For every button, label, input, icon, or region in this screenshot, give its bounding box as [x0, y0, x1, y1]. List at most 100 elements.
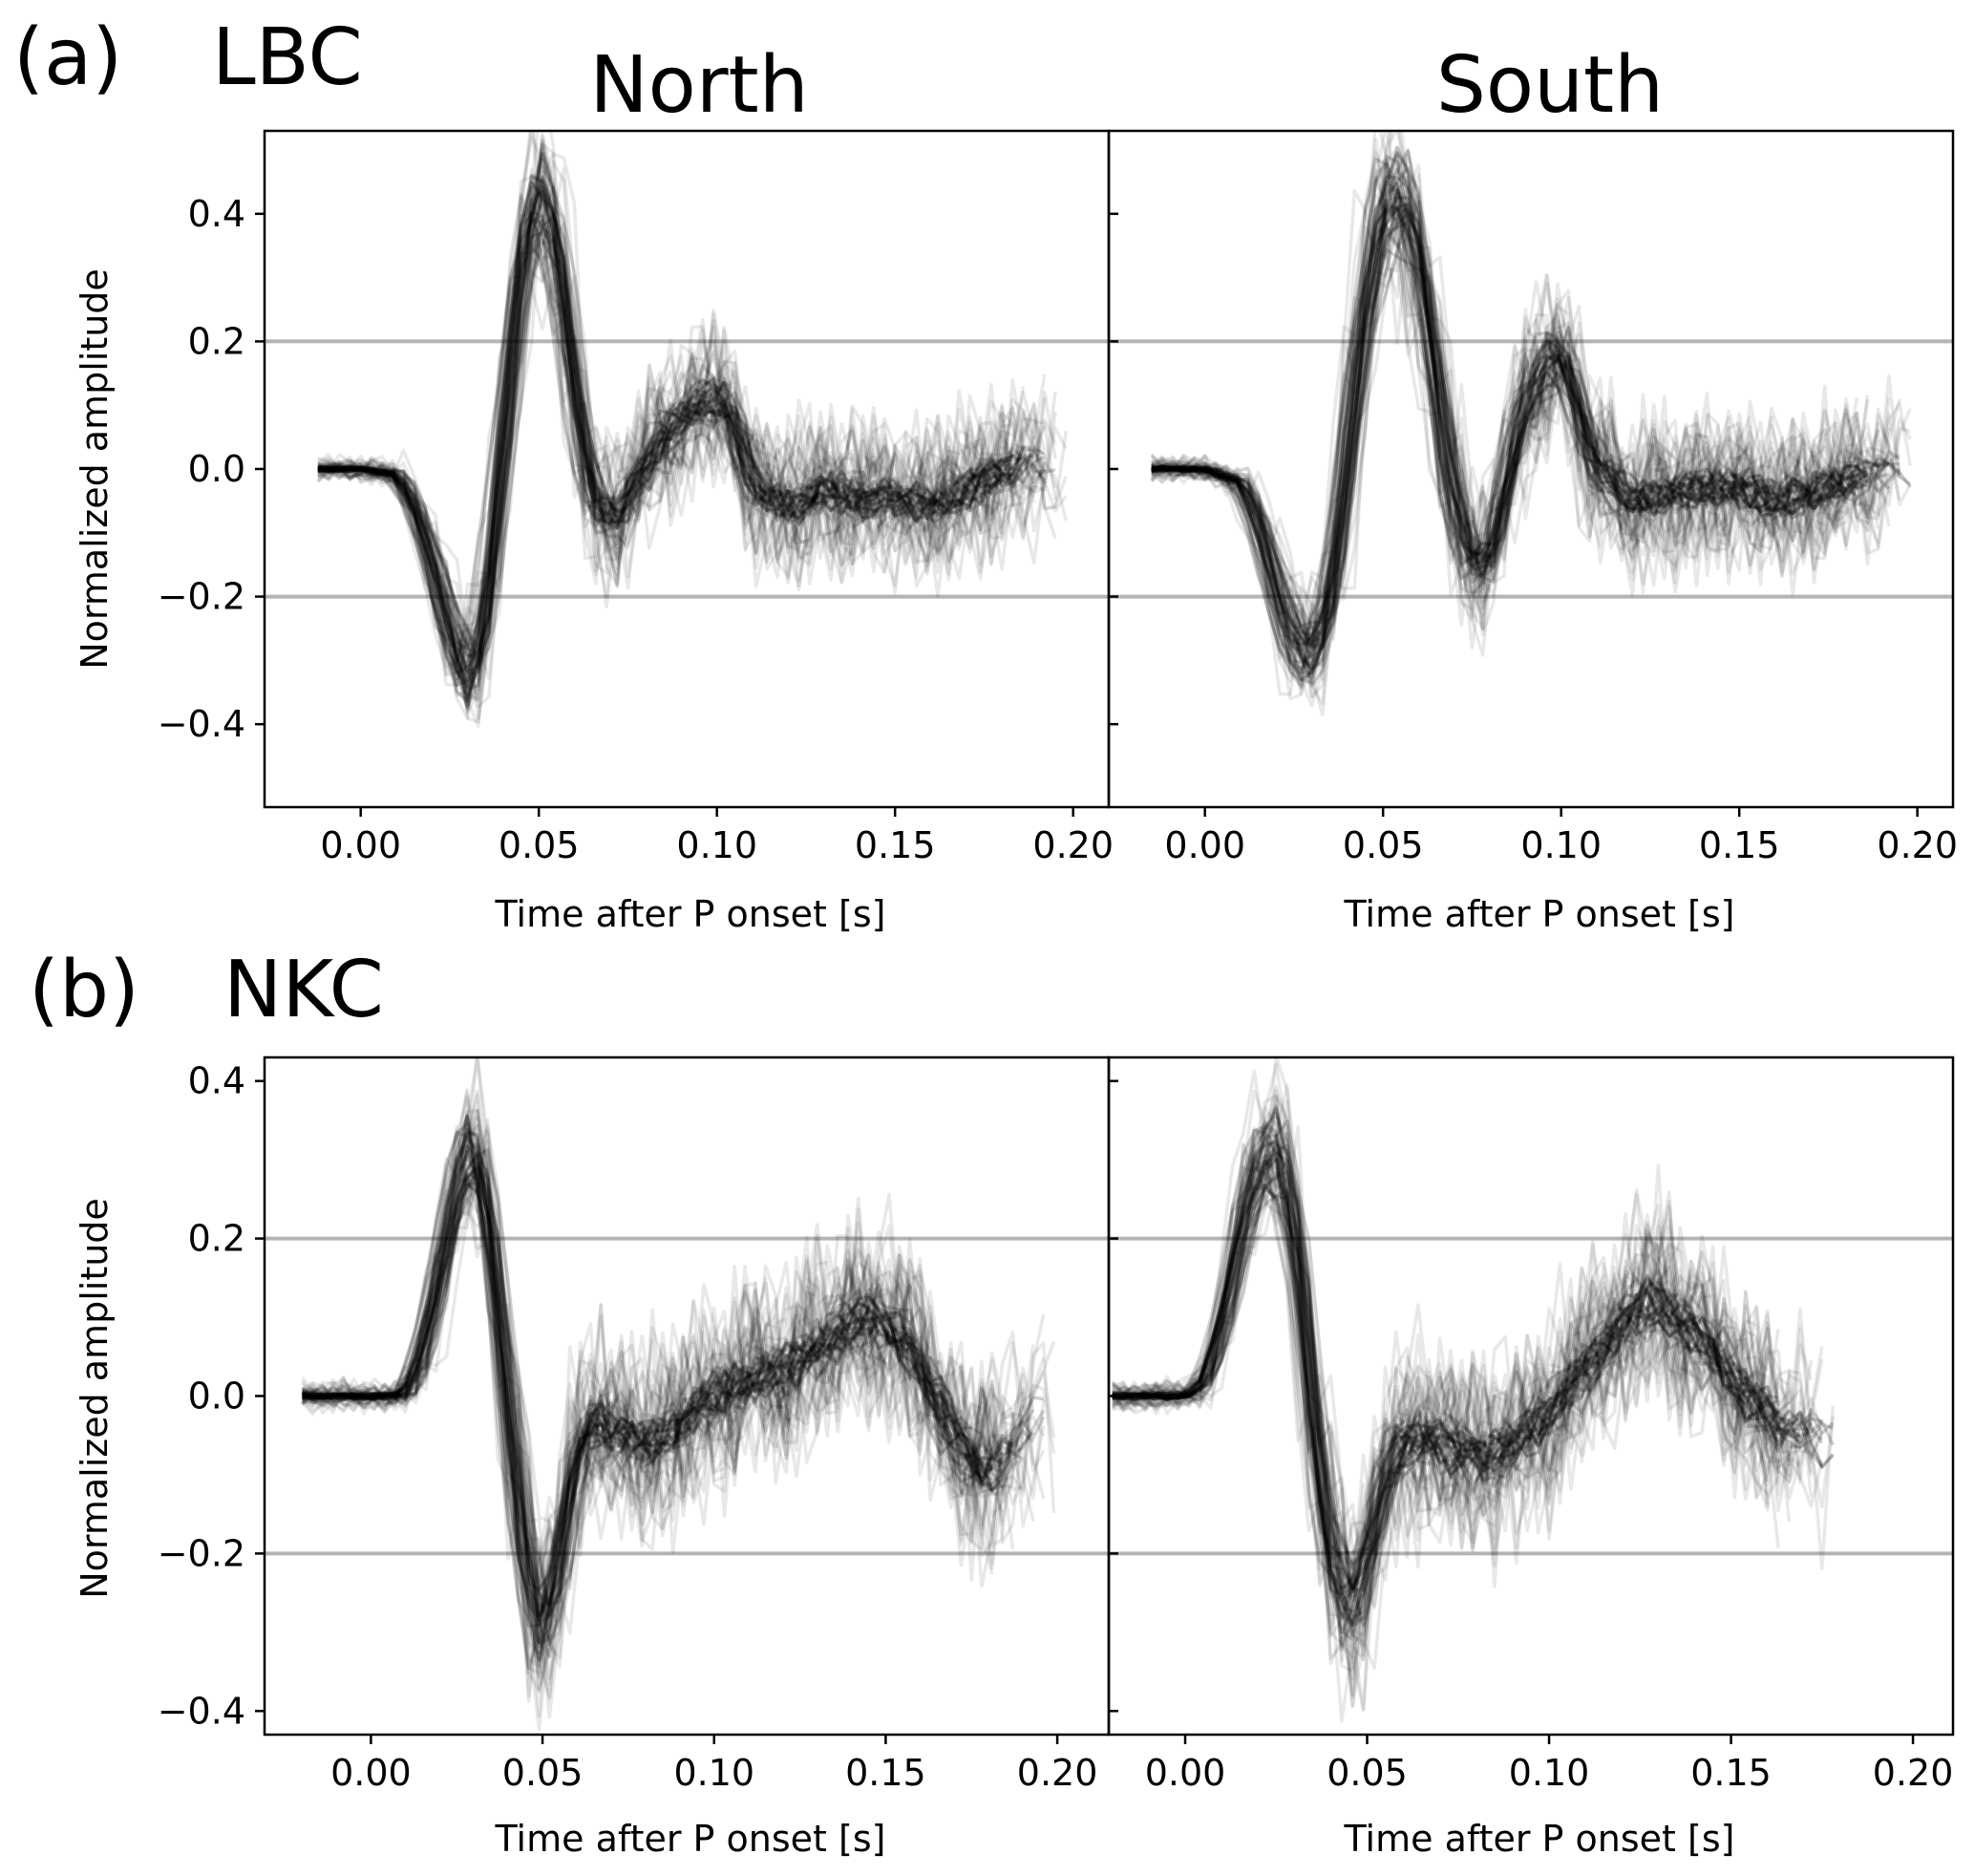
trace-lbc-south-56 — [1150, 173, 1880, 657]
xtick-label-nkc-south-3: 0.15 — [1690, 1752, 1772, 1794]
trace-nkc-south-45 — [1111, 1151, 1814, 1648]
station-label-lbc: LBC — [212, 12, 363, 103]
trace-nkc-north-41 — [302, 1180, 1056, 1635]
trace-nkc-north-68 — [301, 1158, 1046, 1644]
traces-lbc-north — [316, 131, 1068, 728]
trace-nkc-north-43 — [301, 1124, 1056, 1668]
panel-lbc-south: 0.00 0.05 0.10 0.15 0.20 — [1107, 129, 1958, 866]
trace-lbc-north-1 — [317, 178, 1013, 692]
trace-lbc-north-23 — [317, 151, 1004, 690]
trace-lbc-north-62 — [316, 131, 1013, 700]
trace-nkc-south-56 — [1111, 1154, 1792, 1617]
trace-nkc-north-16 — [302, 1167, 1005, 1617]
trace-nkc-south-13 — [1112, 1147, 1813, 1616]
trace-nkc-north-60 — [301, 1057, 1025, 1655]
trace-lbc-south-32 — [1150, 175, 1912, 669]
ytick-label-lbc-north-4: −0.4 — [158, 703, 245, 745]
trace-nkc-south-52 — [1111, 1143, 1770, 1600]
trace-lbc-north-46 — [317, 202, 1003, 681]
trace-lbc-south-39 — [1150, 195, 1901, 668]
trace-lbc-south-16 — [1151, 192, 1891, 650]
trace-nkc-north-23 — [301, 1175, 1025, 1590]
trace-nkc-south-20 — [1112, 1159, 1780, 1586]
trace-lbc-north-9 — [317, 164, 1046, 709]
trace-nkc-south-6 — [1112, 1128, 1813, 1603]
trace-nkc-north-39 — [302, 1124, 1035, 1703]
panel-nkc-north: 0.00 0.05 0.10 0.15 0.20 0.4 0.2 0.0 −0.2 −0.4 — [158, 1055, 1111, 1794]
xtick-label-lbc-north-1: 0.05 — [499, 824, 580, 866]
trace-lbc-north-55 — [317, 193, 1057, 692]
trace-nkc-north-59 — [302, 1142, 1035, 1592]
trace-nkc-south-48 — [1111, 1154, 1780, 1626]
trace-lbc-south-2 — [1151, 148, 1869, 688]
trace-nkc-south-54 — [1112, 1131, 1802, 1660]
trace-nkc-north-29 — [301, 1131, 1046, 1662]
trace-lbc-south-60 — [1151, 154, 1859, 696]
trace-lbc-south-35 — [1150, 175, 1901, 698]
trace-nkc-south-46 — [1111, 1057, 1813, 1671]
trace-lbc-north-63 — [316, 138, 1046, 703]
trace-nkc-south-7 — [1112, 1157, 1835, 1590]
panel-label-b: (b) — [29, 945, 139, 1035]
trace-nkc-south-18 — [1112, 1159, 1802, 1602]
trace-nkc-north-5 — [301, 1175, 1004, 1628]
trace-nkc-north-4 — [301, 1150, 1025, 1608]
trace-lbc-south-20 — [1151, 168, 1869, 680]
trace-lbc-south-26 — [1151, 215, 1868, 638]
trace-lbc-north-52 — [317, 241, 1068, 687]
ytick-label-lbc-north-2: 0.0 — [188, 448, 245, 490]
trace-nkc-south-21 — [1112, 1183, 1780, 1562]
trace-lbc-north-20 — [317, 189, 1026, 689]
trace-lbc-north-57 — [316, 142, 1004, 697]
trace-nkc-north-40 — [301, 1057, 1046, 1719]
xtick-label-nkc-north-4: 0.20 — [1017, 1752, 1098, 1794]
trace-lbc-south-57 — [1150, 131, 1912, 663]
trace-lbc-north-3 — [317, 175, 1035, 698]
ylabel-row-b: Normalized amplitude — [74, 1198, 116, 1599]
trace-nkc-south-28 — [1112, 1185, 1791, 1566]
trace-lbc-south-58 — [1150, 203, 1859, 672]
ytick-label-lbc-north-1: 0.2 — [188, 320, 245, 362]
trace-nkc-south-16 — [1112, 1141, 1780, 1625]
trace-lbc-south-59 — [1150, 188, 1880, 631]
trace-nkc-north-32 — [301, 1116, 1046, 1677]
trace-lbc-south-65 — [1151, 150, 1901, 699]
trace-lbc-north-58 — [317, 256, 1057, 720]
trace-lbc-north-18 — [317, 181, 1004, 675]
trace-lbc-south-48 — [1150, 131, 1891, 717]
xtick-label-nkc-north-1: 0.05 — [502, 1752, 584, 1794]
trace-nkc-north-58 — [301, 1113, 1013, 1660]
trace-nkc-north-13 — [302, 1150, 993, 1610]
column-title-north: North — [589, 40, 808, 131]
trace-lbc-north-69 — [317, 166, 1068, 724]
trace-nkc-north-55 — [302, 1095, 1005, 1669]
trace-lbc-south-40 — [1151, 175, 1891, 701]
trace-lbc-south-37 — [1150, 226, 1911, 642]
trace-nkc-north-21 — [302, 1153, 1046, 1627]
trace-lbc-south-11 — [1151, 166, 1901, 667]
trace-lbc-north-53 — [317, 186, 1004, 664]
trace-lbc-south-4 — [1151, 150, 1891, 681]
trace-nkc-south-66 — [1112, 1131, 1814, 1662]
xtick-label-lbc-north-4: 0.20 — [1032, 824, 1114, 866]
trace-lbc-south-47 — [1151, 187, 1848, 672]
trace-lbc-north-28 — [317, 185, 1014, 683]
trace-lbc-south-52 — [1150, 186, 1890, 648]
trace-nkc-north-20 — [302, 1183, 1035, 1618]
xtick-label-nkc-north-3: 0.15 — [845, 1752, 926, 1794]
trace-nkc-north-47 — [301, 1111, 994, 1680]
trace-lbc-south-29 — [1151, 210, 1858, 648]
trace-nkc-north-2 — [302, 1171, 994, 1605]
trace-lbc-north-68 — [317, 220, 1057, 713]
trace-lbc-north-59 — [317, 203, 1034, 658]
trace-lbc-south-54 — [1150, 137, 1891, 696]
trace-nkc-north-51 — [301, 1145, 1005, 1675]
trace-lbc-south-15 — [1151, 207, 1891, 650]
trace-lbc-north-30 — [317, 186, 1057, 682]
trace-nkc-north-57 — [301, 1136, 1046, 1686]
trace-lbc-north-41 — [317, 144, 1047, 714]
trace-nkc-north-30 — [302, 1118, 1056, 1693]
trace-lbc-north-5 — [317, 199, 1047, 687]
ytick-label-lbc-north-3: −0.2 — [158, 576, 245, 618]
trace-nkc-south-24 — [1112, 1108, 1824, 1642]
